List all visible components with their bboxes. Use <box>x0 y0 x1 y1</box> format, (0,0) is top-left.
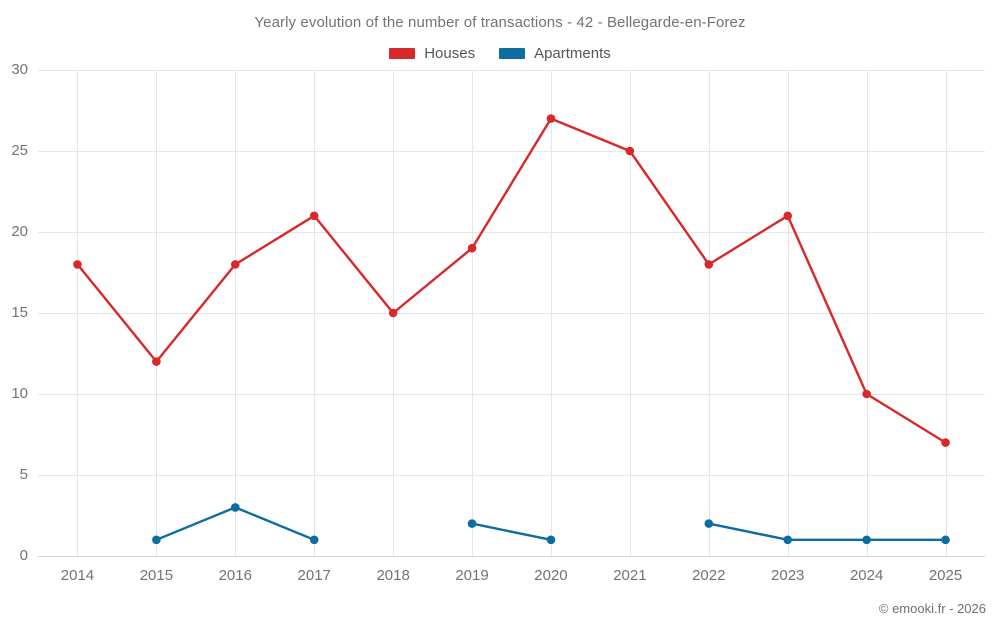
chart-legend: Houses Apartments <box>0 45 1000 62</box>
x-axis-tick-label: 2022 <box>692 567 725 584</box>
x-axis-tick-label: 2015 <box>140 567 173 584</box>
legend-item-houses[interactable]: Houses <box>389 45 475 62</box>
data-point-apartments[interactable]: 2023: 1 <box>783 535 793 545</box>
copyright-credit: © emooki.fr - 2026 <box>878 601 986 616</box>
y-axis-tick-label: 20 <box>11 223 28 240</box>
x-axis-tick-label: 2014 <box>61 567 94 584</box>
data-point-apartments[interactable]: 2024: 1 <box>862 535 871 545</box>
data-point-houses[interactable]: 2014: 18 <box>73 260 82 269</box>
data-point-apartments[interactable]: 2025: 1 <box>941 535 950 545</box>
x-axis-tick-label: 2020 <box>534 567 567 584</box>
x-axis-tick-label: 2025 <box>929 567 962 584</box>
data-point-houses[interactable]: 2025: 7 <box>941 438 950 447</box>
data-point-apartments[interactable]: 2020: 1 <box>546 535 556 545</box>
y-axis-tick-label: 25 <box>11 142 28 159</box>
data-point-houses[interactable]: 2015: 12 <box>152 357 161 366</box>
data-point-houses[interactable]: 2017: 21 <box>309 211 319 221</box>
x-axis-tick-label: 2017 <box>298 567 331 584</box>
data-point-houses[interactable]: 2016: 18 <box>230 260 240 269</box>
x-axis-tick-label: 2021 <box>613 567 646 584</box>
x-axis-tick-label: 2024 <box>850 567 883 584</box>
legend-item-apartments[interactable]: Apartments <box>499 45 611 62</box>
y-axis-tick-label: 30 <box>11 61 28 78</box>
data-point-apartments[interactable]: 2016: 3 <box>230 503 240 512</box>
data-point-apartments[interactable]: 2015: 1 <box>152 535 161 545</box>
legend-label-apartments: Apartments <box>534 45 611 62</box>
chart-title: Yearly evolution of the number of transa… <box>254 14 746 31</box>
y-axis-tick-label: 5 <box>20 466 28 483</box>
series-line-apartments <box>707 522 947 541</box>
x-axis-tick-label: 2023 <box>771 567 804 584</box>
data-point-houses[interactable]: 2020: 27 <box>546 114 556 123</box>
x-axis-tick-label: 2019 <box>455 567 488 584</box>
data-point-apartments[interactable]: 2019: 2 <box>467 519 477 528</box>
legend-swatch-houses <box>389 48 416 59</box>
x-axis-tick-label: 2016 <box>219 567 252 584</box>
y-axis-tick-label: 10 <box>11 385 28 402</box>
series-line-houses <box>76 117 947 444</box>
x-axis-tick-label: 2018 <box>376 567 409 584</box>
legend-swatch-apartments <box>499 48 526 59</box>
series-line-apartments <box>470 522 553 541</box>
y-axis-tick-label: 0 <box>20 547 28 564</box>
legend-label-houses: Houses <box>424 45 476 62</box>
data-point-apartments[interactable]: 2022: 2 <box>704 519 714 528</box>
data-point-houses[interactable]: 2019: 19 <box>467 243 477 253</box>
data-point-apartments[interactable]: 2017: 1 <box>309 535 319 545</box>
data-point-houses[interactable]: 2018: 15 <box>388 308 398 318</box>
y-axis-tick-label: 15 <box>11 304 28 321</box>
data-point-houses[interactable]: 2024: 10 <box>862 389 871 399</box>
data-point-houses[interactable]: 2022: 18 <box>704 260 714 269</box>
data-point-houses[interactable]: 2023: 21 <box>783 211 793 221</box>
data-point-houses[interactable]: 2021: 25 <box>625 146 635 156</box>
